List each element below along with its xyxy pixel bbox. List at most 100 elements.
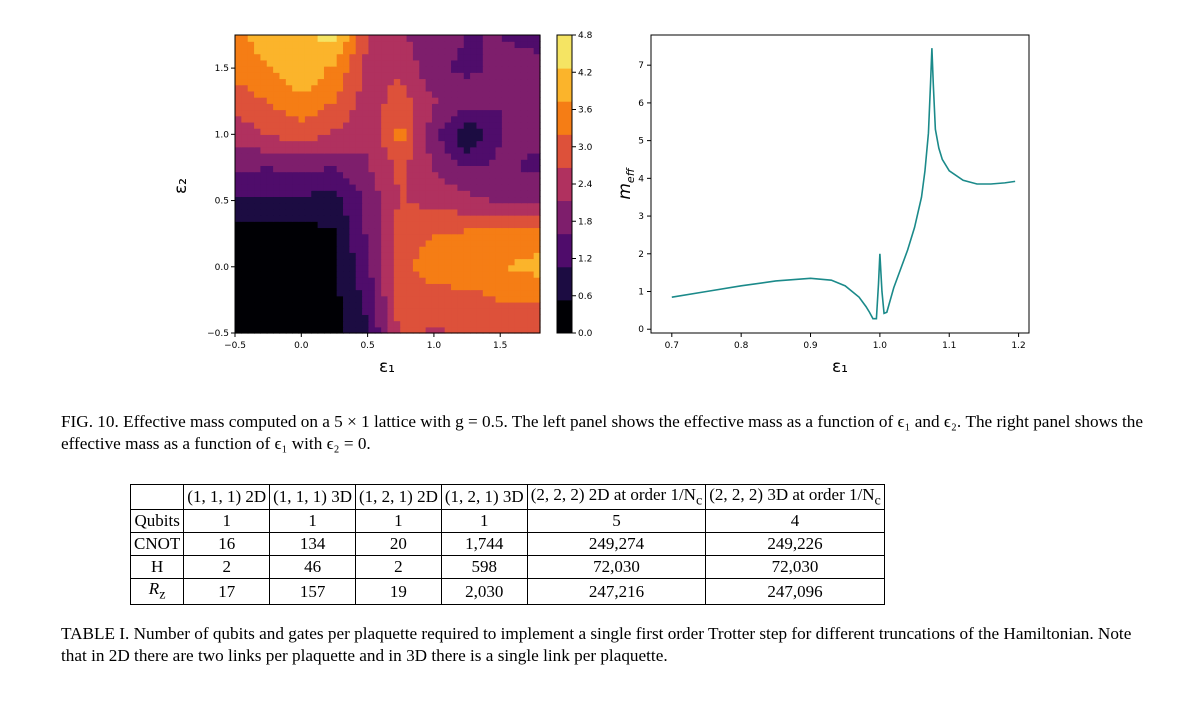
contour-cell (304, 215, 312, 222)
contour-cell (336, 320, 344, 328)
contour-cell (406, 134, 414, 142)
contour-cell (343, 90, 350, 98)
contour-cell (406, 109, 414, 117)
contour-cell (317, 134, 325, 142)
contour-cell (336, 146, 344, 154)
row-label: H (129, 555, 185, 580)
x-tick-label: −0.5 (224, 341, 246, 351)
contour-cell (241, 239, 249, 247)
contour-cell (317, 208, 325, 216)
contour-cell (298, 128, 306, 135)
contour-cell (285, 146, 293, 154)
contour-cell (292, 115, 300, 123)
contour-cell (508, 289, 516, 297)
contour-cell (254, 146, 262, 154)
contour-cell (425, 196, 433, 204)
contour-cell (451, 320, 458, 328)
contour-cell (254, 53, 262, 61)
contour-cell (476, 128, 484, 135)
contour-cell (527, 84, 535, 92)
contour-cell (336, 270, 344, 278)
contour-cell (438, 103, 446, 111)
contour-cell (470, 97, 478, 104)
contour-cell (235, 177, 242, 185)
contour-cell (355, 246, 363, 253)
contour-cell (323, 152, 331, 160)
contour-cell (311, 128, 319, 135)
contour-cell (279, 320, 287, 328)
contour-cell (311, 72, 319, 80)
table-row: CNOT 16 134 20 1,744 249,274 249,226 (129, 532, 885, 557)
contour-cell (311, 308, 319, 315)
contour-cell (311, 301, 319, 309)
contour-cell (482, 159, 490, 166)
contour-cell (412, 66, 420, 73)
contour-cell (451, 221, 458, 229)
contour-cell (336, 246, 344, 253)
contour-cell (501, 66, 509, 73)
contour-cell (266, 159, 274, 166)
contour-cell (463, 78, 471, 86)
contour-cell (419, 308, 427, 315)
contour-cell (489, 301, 497, 309)
contour-cell (279, 215, 287, 222)
col-header: (1, 1, 1) 2D (183, 483, 271, 511)
contour-cell (323, 41, 331, 49)
contour-cell (533, 134, 541, 142)
contour-cell (336, 196, 344, 204)
contour-cell (254, 66, 262, 73)
contour-cell (444, 246, 452, 253)
contour-cell (266, 109, 274, 117)
contour-cell (508, 128, 516, 135)
contour-cell (438, 134, 446, 142)
contour-cell (260, 121, 268, 129)
contour-cell (527, 320, 535, 328)
contour-cell (273, 66, 281, 73)
contour-cell (374, 202, 382, 210)
contour-cell (241, 121, 249, 129)
contour-cell (482, 258, 490, 266)
contour-cell (501, 90, 509, 98)
contour-cell (425, 152, 433, 160)
contour-cell (349, 47, 357, 55)
contour-cell (362, 264, 370, 272)
contour-cell (514, 159, 522, 166)
contour-cell (304, 202, 312, 210)
contour-cell (489, 252, 497, 260)
y-tick-label: 5 (638, 137, 644, 147)
contour-cell (470, 171, 478, 179)
contour-cell (362, 258, 370, 266)
contour-cell (501, 121, 509, 129)
contour-cell (400, 258, 408, 266)
contour-cell (279, 177, 287, 185)
contour-cell (444, 59, 452, 67)
contour-cell (285, 233, 293, 241)
contour-cell (368, 140, 376, 148)
contour-cell (463, 72, 471, 80)
contour-cell (279, 159, 287, 166)
contour-cell (266, 128, 274, 135)
contour-cell (476, 277, 484, 284)
contour-cell (235, 47, 242, 55)
contour-cell (374, 184, 382, 191)
contour-cell (292, 121, 300, 129)
contour-cell (527, 165, 535, 173)
contour-cell (355, 202, 363, 210)
contour-cell (235, 308, 242, 315)
contour-cell (495, 103, 503, 111)
contour-cell (489, 289, 497, 297)
contour-cell (298, 84, 306, 92)
contour-cell (406, 35, 414, 42)
contour-cell (495, 264, 503, 272)
contour-cell (381, 59, 389, 67)
contour-cell (387, 202, 395, 210)
contour-cell (393, 184, 401, 191)
contour-cell (260, 314, 268, 322)
contour-cell (520, 72, 528, 80)
contour-cell (362, 308, 370, 315)
contour-cell (425, 47, 433, 55)
contour-cell (501, 196, 509, 204)
contour-cell (374, 115, 382, 123)
contour-cell (400, 72, 408, 80)
contour-cell (463, 165, 471, 173)
